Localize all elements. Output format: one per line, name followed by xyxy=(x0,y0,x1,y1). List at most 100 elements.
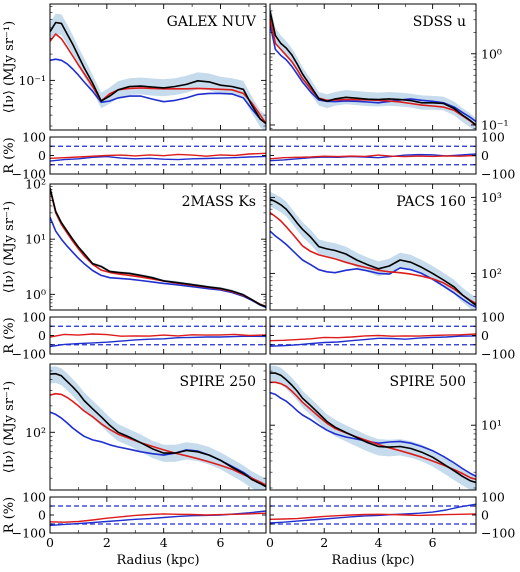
x-tick-label: 4 xyxy=(160,535,168,550)
main-plot-area xyxy=(270,365,476,490)
main-plot-frame xyxy=(269,183,477,311)
residual-blue-model xyxy=(50,155,266,162)
main-plot-frame xyxy=(49,183,267,311)
uncertainty-band xyxy=(50,13,266,130)
y-axis-label-intensity: ⟨Iν⟩ (MJy sr⁻¹) xyxy=(2,381,17,473)
residual-y-tick-label: 100 xyxy=(22,310,46,325)
residual-blue-model xyxy=(50,335,266,348)
series-observed xyxy=(270,372,476,484)
residual-blue-model xyxy=(50,510,266,527)
residual-y-tick-label: −100 xyxy=(12,526,46,541)
residual-y-tick-label: −100 xyxy=(481,526,515,541)
panel-pacs-160: 10³ 10² 100 0 −100 PACS 160 xyxy=(269,183,515,362)
residual-red-model xyxy=(270,154,476,160)
panel-band-label: GALEX NUV xyxy=(167,14,257,30)
series-blue-model xyxy=(270,230,476,308)
residual-plot-area xyxy=(270,145,476,166)
main-plot-area xyxy=(270,4,476,130)
y-axis-label-residual: R (%) xyxy=(2,497,17,533)
residual-red-model xyxy=(270,333,476,342)
panel-band-label: 2MASS Ks xyxy=(182,194,256,210)
y-tick-label: 10² xyxy=(25,425,46,440)
main-plot-frame xyxy=(49,363,267,491)
residual-y-tick-label: 0 xyxy=(38,508,46,523)
residual-red-model xyxy=(50,333,266,338)
residual-y-tick-label: −100 xyxy=(12,167,46,182)
series-observed xyxy=(50,21,266,125)
residual-y-tick-label: −100 xyxy=(481,167,515,182)
residual-blue-model xyxy=(270,153,476,162)
panel-band-label: SPIRE 500 xyxy=(390,374,466,390)
residual-y-tick-label: 0 xyxy=(481,328,489,343)
uncertainty-band xyxy=(50,366,266,490)
residual-plot-area xyxy=(270,503,476,525)
series-observed xyxy=(50,187,266,308)
main-plot-frame xyxy=(49,3,267,131)
x-tick-label: 0 xyxy=(266,535,274,550)
y-tick-label: 10³ xyxy=(481,190,502,205)
y-axis-label-intensity: ⟨Iν⟩ (MJy sr⁻¹) xyxy=(2,201,17,293)
series-observed xyxy=(270,198,476,306)
residual-plot-area xyxy=(50,505,266,527)
y-axis-label-residual: R (%) xyxy=(2,137,17,173)
series-red-model xyxy=(270,211,476,305)
y-tick-label: 10² xyxy=(25,177,46,192)
panel-galex-nuv: 10⁻¹ 100 0 −100 GALEX NUV xyxy=(12,3,267,182)
residual-plot-area xyxy=(50,325,266,348)
panel-band-label: SPIRE 250 xyxy=(180,374,256,390)
residual-y-tick-label: 0 xyxy=(481,508,489,523)
x-tick-label: 6 xyxy=(429,535,437,550)
main-plot-frame xyxy=(269,363,477,491)
residual-blue-model xyxy=(270,335,476,347)
panel-band-label: PACS 160 xyxy=(396,194,466,210)
residual-plot-area xyxy=(270,325,476,347)
residual-y-tick-label: 100 xyxy=(481,490,505,505)
x-tick-label: 0 xyxy=(46,535,54,550)
residual-y-tick-label: −100 xyxy=(481,347,515,362)
series-observed xyxy=(50,372,266,488)
residual-blue-model xyxy=(270,503,476,524)
main-plot-area xyxy=(50,366,266,490)
series-observed xyxy=(270,10,476,126)
y-tick-label: 10¹ xyxy=(25,232,46,247)
uncertainty-band xyxy=(270,191,476,310)
residual-y-tick-label: 0 xyxy=(481,148,489,163)
x-tick-label: 6 xyxy=(217,535,225,550)
series-red-model xyxy=(270,17,476,127)
residual-red-model xyxy=(50,512,266,523)
main-plot-area xyxy=(50,186,266,309)
y-tick-label: 10⁻¹ xyxy=(481,117,509,132)
y-axis-label-residual: R (%) xyxy=(2,317,17,353)
series-blue-model xyxy=(50,58,266,124)
panel-band-label: SDSS u xyxy=(413,14,466,30)
y-tick-label: 10⁻¹ xyxy=(18,73,46,88)
x-axis-label: Radius (kpc) xyxy=(331,553,414,568)
x-axis-label: Radius (kpc) xyxy=(116,553,199,568)
y-tick-label: 10⁰ xyxy=(25,287,46,302)
main-plot-frame xyxy=(269,3,477,131)
panel-spire-500: 0 2 4 6 10¹ 100 0 −100 SPIRE 500 xyxy=(266,363,515,550)
residual-red-model xyxy=(270,513,476,520)
residual-y-tick-label: 100 xyxy=(22,130,46,145)
x-tick-label: 4 xyxy=(374,535,382,550)
y-tick-label: 10⁰ xyxy=(481,46,502,61)
residual-y-tick-label: 100 xyxy=(22,490,46,505)
series-red-model xyxy=(50,33,266,125)
panel-2mass-ks: 10² 10¹ 10⁰ 100 0 −100 2MASS Ks xyxy=(12,177,267,362)
residual-plot-area xyxy=(50,145,266,166)
residual-y-tick-label: 100 xyxy=(481,130,505,145)
series-blue-model xyxy=(50,216,266,309)
x-tick-label: 2 xyxy=(103,535,111,550)
residual-red-model xyxy=(50,152,266,159)
residual-y-tick-label: 100 xyxy=(481,310,505,325)
residual-y-tick-label: 0 xyxy=(38,328,46,343)
y-tick-label: 10¹ xyxy=(481,418,502,433)
y-axis-label-intensity: ⟨Iν⟩ (MJy sr⁻¹) xyxy=(2,21,17,113)
y-tick-label: 10² xyxy=(481,266,502,281)
main-plot-area xyxy=(270,191,476,310)
residual-y-tick-label: −100 xyxy=(12,347,46,362)
